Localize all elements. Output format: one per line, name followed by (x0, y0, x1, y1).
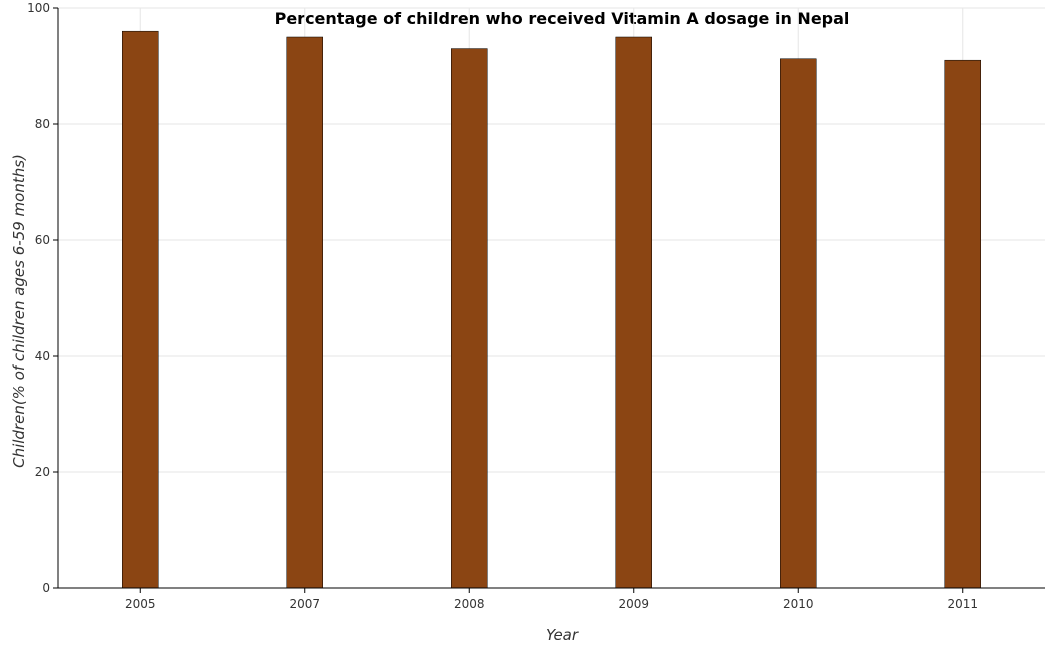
y-tick-label: 60 (35, 233, 50, 247)
bar-2009 (615, 36, 652, 589)
y-tick-label: 80 (35, 117, 50, 131)
bar-2011 (944, 59, 981, 589)
y-tick-label: 100 (27, 1, 50, 15)
bar-2007 (286, 36, 323, 589)
x-tick-label: 2008 (454, 597, 485, 611)
gridlines (58, 7, 1045, 589)
y-tick-label: 0 (42, 581, 50, 595)
x-tick-label: 2010 (783, 597, 814, 611)
bar-2005 (122, 30, 159, 589)
bar-2010 (780, 58, 817, 589)
bar-2008 (451, 48, 488, 589)
y-axis-label: Children(% of children ages 6-59 months) (10, 154, 28, 468)
axes (53, 7, 1045, 593)
x-axis-label: Year (546, 626, 579, 644)
x-tick-label: 2005 (125, 597, 156, 611)
tick-labels: 0 20 40 60 80 100 2005 2007 2008 2009 2010 2011 (27, 1, 978, 611)
y-tick-label: 20 (35, 465, 50, 479)
chart-title: Percentage of children who received Vita… (275, 9, 850, 28)
x-tick-label: 2011 (947, 597, 978, 611)
x-tick-label: 2009 (618, 597, 649, 611)
x-tick-label: 2007 (289, 597, 320, 611)
y-tick-label: 40 (35, 349, 50, 363)
bars (122, 30, 981, 589)
